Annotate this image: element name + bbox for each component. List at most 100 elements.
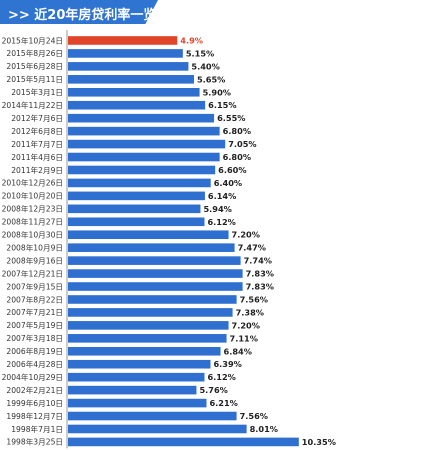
bar [68, 334, 227, 343]
bar [68, 321, 229, 330]
data-label: 7.20% [232, 230, 260, 240]
bar [68, 36, 178, 45]
data-label: 6.80% [223, 152, 251, 162]
data-label: 5.15% [186, 48, 214, 58]
category-tick-label: 2015年10月24日 [2, 35, 63, 45]
category-tick-label: 2008年11月27日 [2, 217, 63, 227]
data-label: 6.12% [207, 372, 235, 382]
data-label: 5.40% [191, 61, 219, 71]
bar [68, 437, 299, 447]
bar [68, 75, 194, 84]
category-tick-label: 2015年5月11日 [6, 74, 63, 84]
category-tick-label: 2004年10月29日 [2, 372, 63, 382]
category-tick-label: 2011年2月9日 [11, 165, 63, 175]
data-label: 6.15% [208, 100, 236, 110]
data-label: 7.05% [228, 139, 256, 149]
bar [68, 100, 206, 110]
category-tick-label: 2008年9月16日 [6, 255, 63, 265]
bar [68, 87, 200, 97]
data-label: 6.40% [214, 178, 242, 188]
data-label: 6.39% [213, 359, 241, 369]
bar [68, 308, 233, 317]
category-tick-label: 1998年3月25日 [6, 437, 63, 447]
bar [68, 372, 205, 382]
title-banner [0, 0, 158, 24]
data-label: 6.55% [217, 113, 245, 123]
category-tick-label: 2011年4月6日 [11, 152, 63, 162]
data-label: 7.56% [240, 411, 268, 421]
bar [68, 256, 241, 265]
category-tick-label: 2002年2月21日 [6, 385, 63, 395]
bar [68, 126, 220, 136]
bar [68, 62, 189, 71]
bar [68, 295, 237, 304]
bar [68, 165, 216, 175]
bar [68, 113, 215, 123]
category-tick-label: 2011年7月7日 [11, 139, 63, 149]
data-label: 10.35% [302, 437, 336, 447]
category-tick-label: 2008年10月9日 [6, 242, 63, 252]
data-label: 7.74% [244, 256, 272, 266]
category-tick-label: 2007年5月19日 [6, 320, 63, 330]
bar [68, 243, 235, 252]
bar [68, 385, 197, 395]
category-tick-label: 2012年7月6日 [11, 113, 63, 123]
chart-title: >> 近20年房贷利率一览 [8, 8, 157, 23]
bar [68, 178, 211, 188]
data-label: 7.47% [238, 243, 266, 253]
bar [68, 269, 243, 278]
category-tick-label: 2010年12月26日 [2, 178, 63, 188]
bar [68, 359, 211, 369]
data-label: 7.83% [246, 282, 274, 292]
data-label: 6.80% [223, 126, 251, 136]
data-label: 5.76% [199, 385, 227, 395]
category-tick-label: 2012年6月8日 [11, 126, 63, 136]
category-tick-label: 2007年9月15日 [6, 281, 63, 291]
data-label: 7.11% [230, 333, 258, 343]
category-tick-label: 2007年7月21日 [6, 307, 63, 317]
category-tick-label: 2008年10月30日 [2, 230, 63, 240]
bar [68, 411, 237, 421]
data-label: 6.60% [218, 165, 246, 175]
data-label: 5.65% [197, 74, 225, 84]
bar [68, 49, 183, 58]
data-label: 4.9% [180, 35, 203, 45]
data-label: 5.90% [203, 87, 231, 97]
category-tick-label: 2006年4月28日 [6, 359, 63, 369]
category-tick-label: 2010年10月20日 [2, 191, 63, 201]
category-tick-label: 2007年3月18日 [6, 333, 63, 343]
bar [68, 152, 220, 162]
bar [68, 204, 201, 214]
bar [68, 346, 221, 356]
data-label: 8.01% [250, 424, 278, 434]
data-label: 5.94% [203, 204, 231, 214]
data-label: 6.12% [207, 217, 235, 227]
category-tick-label: 2015年3月1日 [11, 87, 63, 97]
data-label: 7.20% [232, 320, 260, 330]
bar [68, 191, 205, 201]
data-label: 7.38% [236, 307, 264, 317]
bar [68, 398, 207, 408]
data-label: 7.56% [240, 294, 268, 304]
bar [68, 230, 229, 240]
data-label: 6.84% [224, 346, 252, 356]
bar [68, 424, 247, 434]
category-tick-label: 2006年8月19日 [6, 346, 63, 356]
category-tick-label: 2014年11月22日 [2, 100, 63, 110]
bar [68, 282, 243, 291]
category-tick-label: 2007年12月21日 [2, 268, 63, 278]
bar [68, 139, 226, 149]
data-label: 6.14% [208, 191, 236, 201]
category-tick-label: 1999年6月10日 [6, 398, 63, 408]
data-label: 7.83% [246, 269, 274, 279]
bar [68, 217, 205, 227]
category-tick-label: 1998年12月7日 [6, 411, 63, 421]
category-tick-label: 2015年6月28日 [6, 61, 63, 71]
category-tick-label: 2007年8月22日 [6, 294, 63, 304]
data-label: 6.21% [209, 398, 237, 408]
category-tick-label: 2015年8月26日 [6, 48, 63, 58]
category-tick-label: 2008年12月23日 [2, 204, 63, 214]
category-tick-label: 1998年7月1日 [11, 424, 63, 434]
